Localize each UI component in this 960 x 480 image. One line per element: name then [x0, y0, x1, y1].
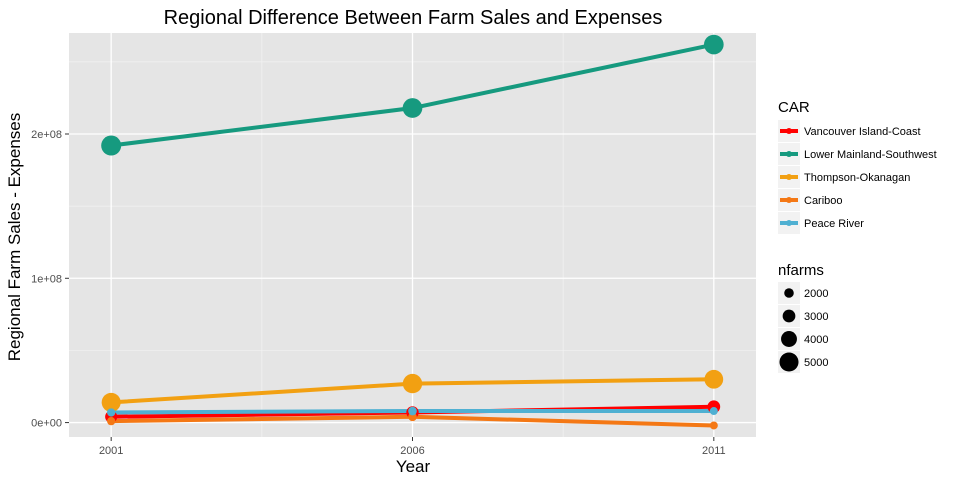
- x-axis-title: Year: [396, 457, 431, 476]
- chart-title: Regional Difference Between Farm Sales a…: [164, 7, 663, 29]
- legend-key-point: [786, 220, 792, 226]
- legend-label: Vancouver Island-Coast: [804, 126, 921, 138]
- y-axis-title: Regional Farm Sales - Expenses: [5, 113, 24, 362]
- legend-label: 4000: [804, 334, 828, 346]
- legend-title-nfarms: nfarms: [778, 262, 824, 279]
- legend-key-point: [786, 197, 792, 203]
- data-point: [107, 408, 116, 417]
- x-tick-label: 2006: [400, 445, 424, 457]
- data-point: [704, 369, 724, 389]
- data-point: [709, 407, 718, 416]
- legend-label: Lower Mainland-Southwest: [804, 149, 937, 161]
- data-point: [408, 406, 417, 416]
- data-point: [101, 135, 122, 156]
- legend-size: nfarms 2000 3000 4000 5000: [778, 262, 828, 373]
- legend-title-car: CAR: [778, 99, 810, 116]
- y-tick-label: 0e+00: [31, 418, 62, 430]
- legend-size-point: [784, 288, 794, 298]
- legend-label: Peace River: [804, 218, 864, 230]
- data-point: [101, 392, 121, 412]
- legend-label: 3000: [804, 311, 828, 323]
- x-tick-label: 2001: [99, 445, 123, 457]
- legend-label: 2000: [804, 288, 828, 300]
- grid: [69, 33, 756, 437]
- legend-label: Thompson-Okanagan: [804, 172, 910, 184]
- data-point: [402, 373, 423, 394]
- legend-key-point: [786, 174, 792, 180]
- y-tick-label: 1e+08: [31, 273, 62, 285]
- series-layer: [101, 34, 724, 430]
- legend-color: CAR Vancouver Island-Coast Lower Mainland-…: [778, 99, 937, 234]
- data-point: [107, 416, 116, 426]
- axes: 0e+00 1e+08 2e+08 2001 2006 2011: [31, 129, 726, 457]
- data-point: [709, 421, 718, 430]
- legend-size-point: [779, 352, 799, 372]
- x-tick-label: 2011: [702, 445, 726, 457]
- y-tick-label: 2e+08: [31, 129, 62, 141]
- legend-key-point: [786, 151, 792, 157]
- data-point: [703, 34, 724, 55]
- legend-size-point: [781, 331, 797, 347]
- data-point: [402, 98, 423, 118]
- legend-key-point: [786, 128, 792, 134]
- legend-label: 5000: [804, 357, 828, 369]
- legend-label: Cariboo: [804, 195, 843, 207]
- legend-size-point: [782, 309, 796, 323]
